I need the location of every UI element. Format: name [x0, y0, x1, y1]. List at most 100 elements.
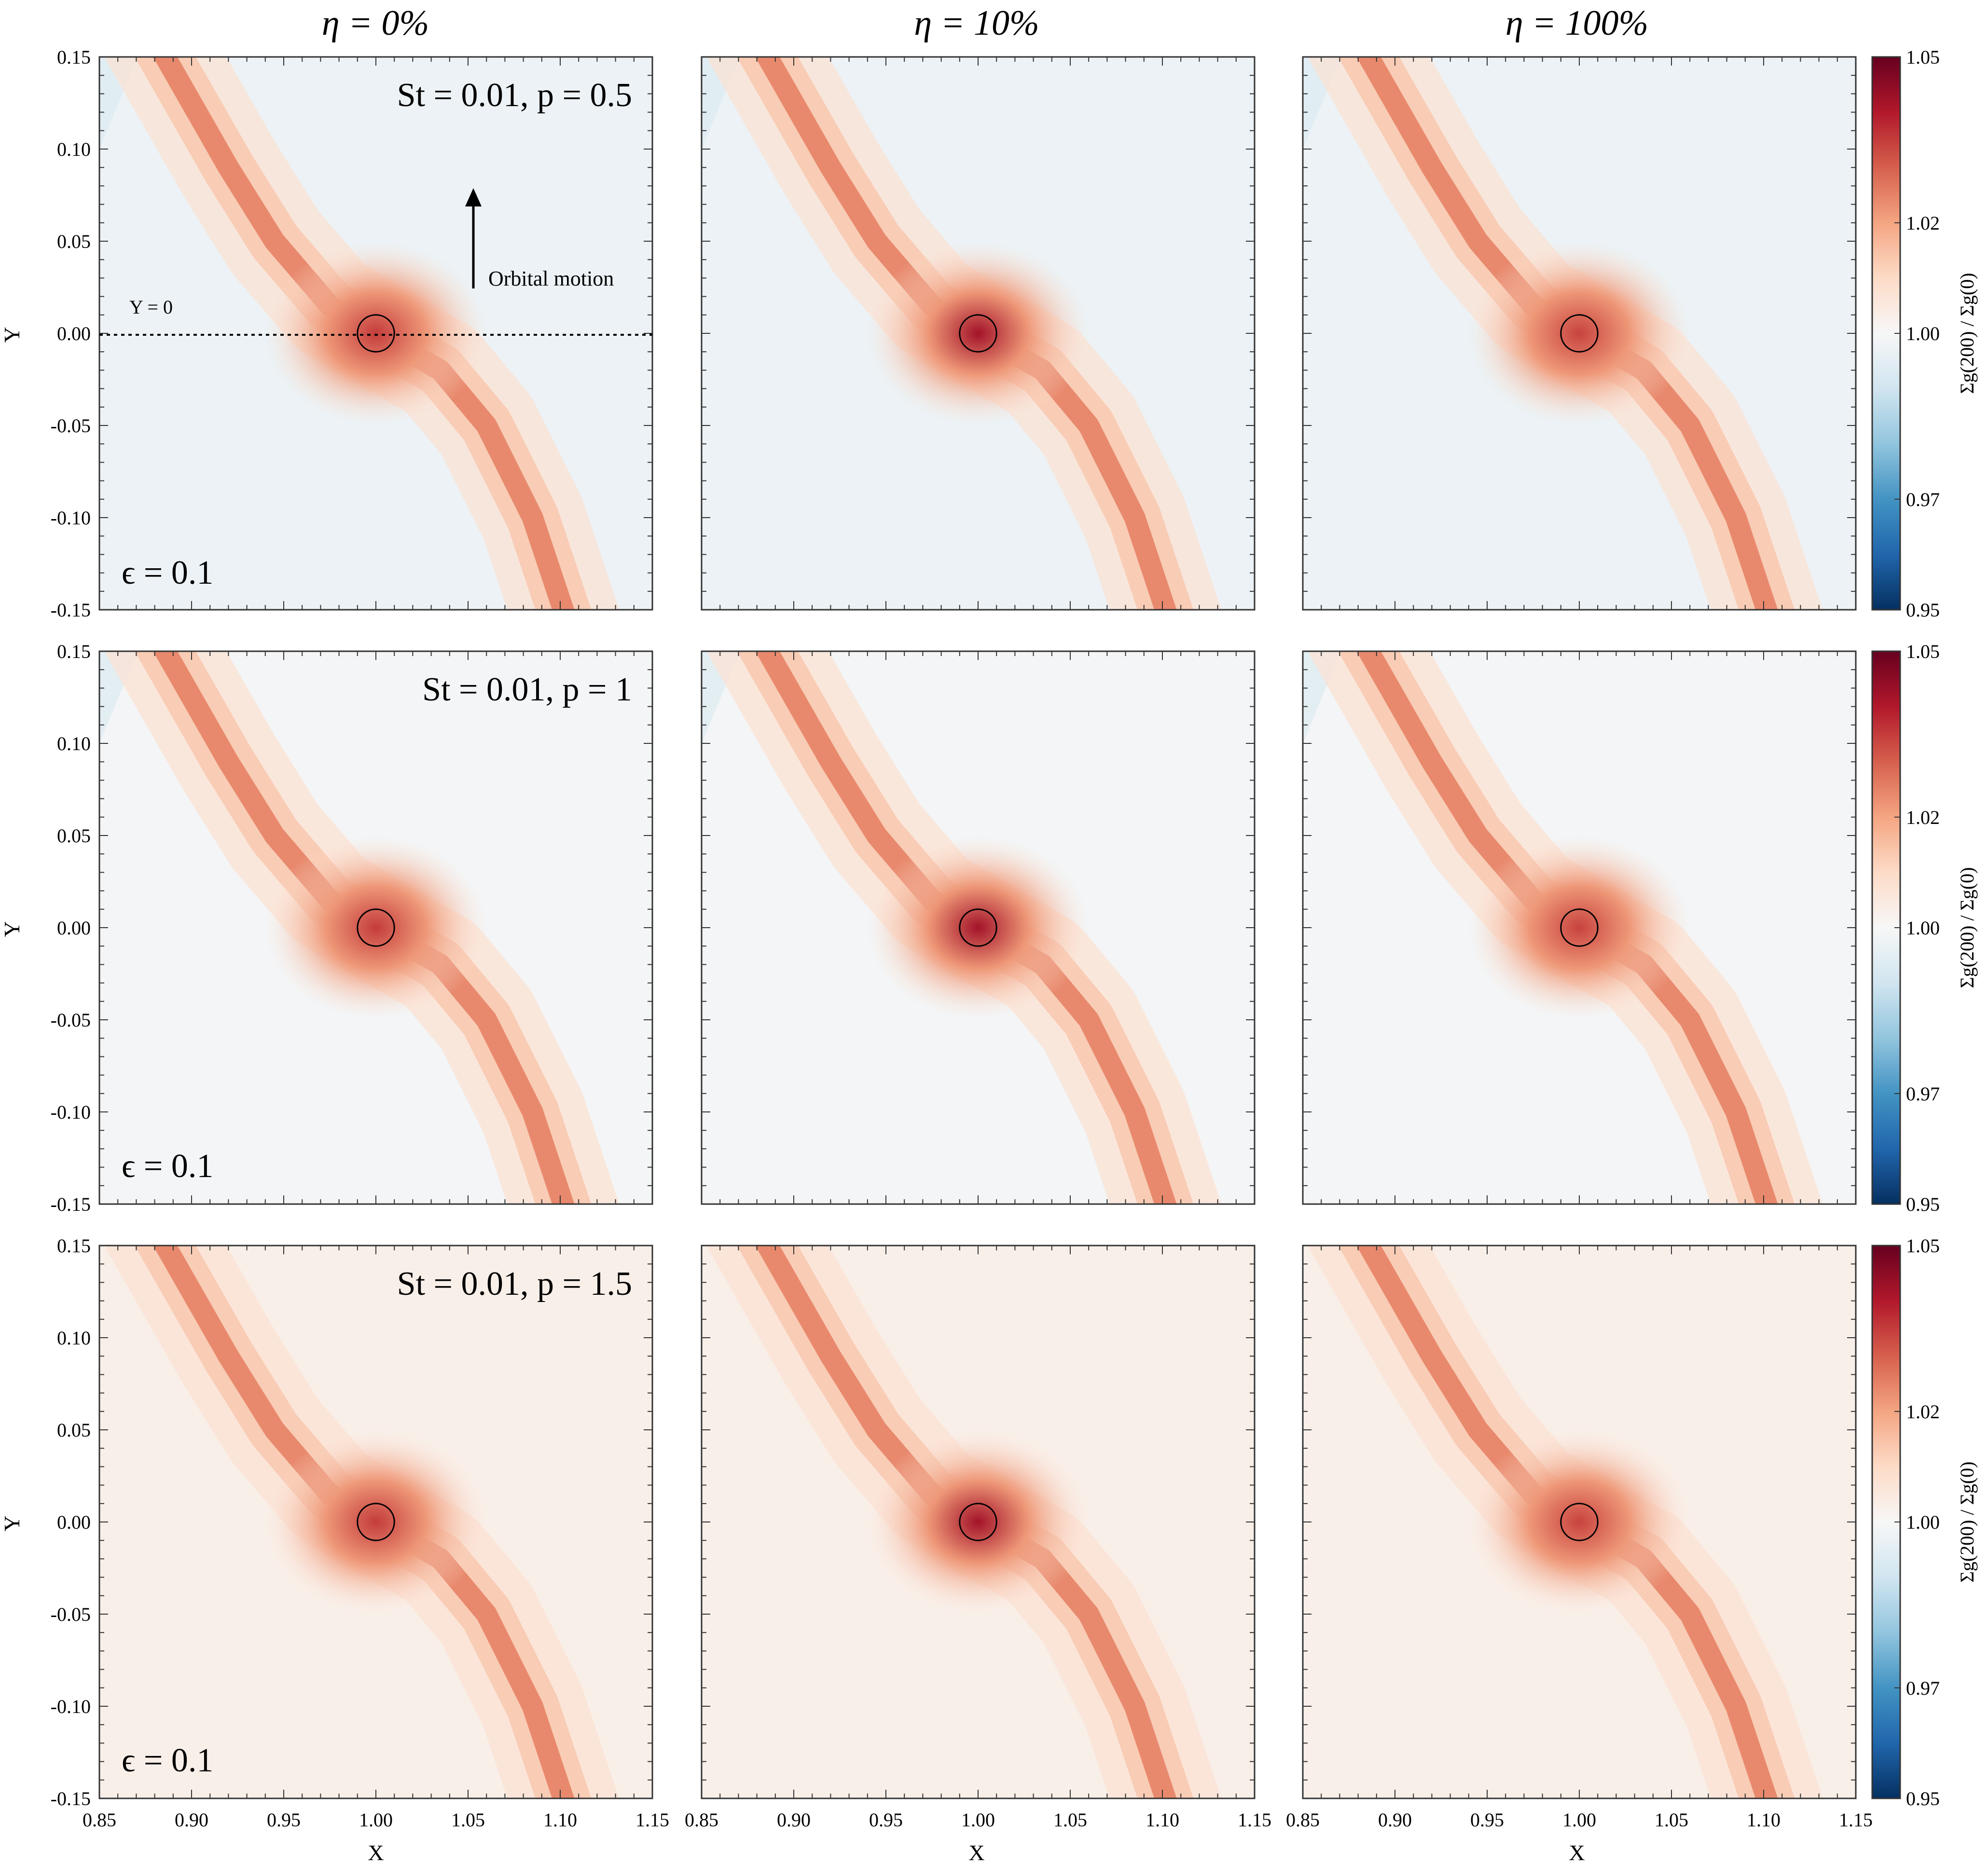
y-tick-label: 0.15 — [57, 46, 91, 68]
y-axis-label-1: Y — [0, 327, 24, 343]
colorbar-tick-label: 1.02 — [1906, 807, 1940, 828]
y-tick-label: 0.05 — [57, 1419, 91, 1441]
panel-ticks — [1302, 1245, 1856, 1799]
panel-ticks — [1302, 56, 1856, 610]
x-tick-label: 0.95 — [869, 1809, 903, 1831]
x-tick-label: 0.95 — [267, 1809, 301, 1831]
x-tick-label: 0.90 — [175, 1809, 208, 1831]
axes-group: 0.15 0.10 0.05 0.00 -0.05 -0.10 -0.15 0.15 0.10 0… — [51, 46, 1873, 1831]
colorbar-tick-label: 1.05 — [1906, 46, 1940, 68]
colorbar-label: Σg(200) / Σg(0) — [1956, 867, 1978, 988]
heatmap-panel — [1303, 57, 1856, 610]
row-label-1: St = 0.01, p = 0.5 — [397, 77, 632, 114]
colorbar-group: 1.05 1.02 1.00 0.97 0.95 Σg(200) / Σg(0) 1.05 1… — [1871, 46, 1978, 1809]
panel-ticks — [701, 1245, 1255, 1799]
y-tick-label: -0.05 — [51, 1604, 91, 1625]
planet-glow — [265, 836, 487, 1019]
planet-glow — [1468, 836, 1690, 1019]
x-tick-label: 0.85 — [1286, 1809, 1320, 1831]
x-tick-label: 0.95 — [1470, 1809, 1504, 1831]
row-label-2: St = 0.01, p = 1 — [422, 671, 632, 708]
planet-glow — [1468, 242, 1690, 425]
planet-marker — [1560, 1503, 1599, 1541]
planet-glow — [867, 1430, 1089, 1614]
planet-marker — [959, 314, 997, 353]
y-tick-label: 0.15 — [57, 1235, 91, 1257]
x-tick-label: 1.00 — [1562, 1809, 1596, 1831]
y-tick-label: 0.10 — [57, 733, 91, 754]
panel-ticks — [99, 1245, 653, 1799]
panel-ticks — [701, 651, 1255, 1205]
y-tick-label: -0.10 — [51, 507, 91, 529]
colorbar-label: Σg(200) / Σg(0) — [1956, 273, 1978, 394]
planet-marker — [357, 1503, 395, 1541]
heatmap-panel — [1303, 1246, 1856, 1798]
x-tick-label: 1.00 — [359, 1809, 393, 1831]
y-tick-label: 0.05 — [57, 231, 91, 252]
y-axis-label-3: Y — [0, 1515, 24, 1531]
epsilon-label-1: ϵ = 0.1 — [122, 554, 213, 591]
planet-marker — [357, 314, 395, 353]
x-tick-label: 1.05 — [1655, 1809, 1688, 1831]
column-title-1: η = 0% — [322, 3, 429, 43]
colorbar-tick-label: 1.02 — [1906, 1401, 1940, 1423]
y-tick-label: 0.00 — [57, 323, 91, 344]
colorbar-tick-label: 0.95 — [1906, 1788, 1940, 1809]
colorbar-tick-label: 1.02 — [1906, 212, 1940, 234]
panel-grid — [99, 57, 1856, 1798]
x-tick-label: 1.05 — [451, 1809, 485, 1831]
x-tick-label: 1.10 — [1146, 1809, 1179, 1831]
orbital-motion-arrow-head — [465, 188, 482, 206]
panel-ticks — [1302, 651, 1856, 1205]
column-title-2: η = 10% — [914, 3, 1039, 43]
planet-glow — [265, 1430, 487, 1614]
planet-glow — [867, 242, 1089, 425]
y-tick-label: 0.10 — [57, 138, 91, 160]
heatmap-panel — [99, 1246, 652, 1798]
heatmap-panel — [702, 57, 1255, 610]
colorbar-tick-label: 1.00 — [1906, 323, 1940, 344]
x-tick-label: 1.15 — [635, 1809, 669, 1831]
y-tick-label: 0.10 — [57, 1327, 91, 1349]
heatmap-panel — [702, 1246, 1255, 1798]
column-title-3: η = 100% — [1505, 3, 1648, 43]
x-tick-label: 0.90 — [1378, 1809, 1412, 1831]
colorbar-tick-label: 1.05 — [1906, 1235, 1940, 1257]
x-tick-label: 1.15 — [1839, 1809, 1873, 1831]
y-tick-label: -0.15 — [51, 1193, 91, 1215]
planet-marker — [1560, 908, 1599, 947]
x-tick-label: 1.10 — [1747, 1809, 1781, 1831]
x-axis-label-3: X — [1569, 1840, 1585, 1864]
colorbar-tick-label: 1.05 — [1906, 641, 1940, 662]
y-tick-label: 0.00 — [57, 1511, 91, 1533]
orbital-motion-label: Orbital motion — [488, 267, 614, 290]
planet-glow — [867, 836, 1089, 1019]
y-tick-label: -0.15 — [51, 1788, 91, 1809]
y-axis-label-2: Y — [0, 921, 24, 937]
x-tick-label: 1.10 — [543, 1809, 577, 1831]
x-tick-label: 0.85 — [83, 1809, 116, 1831]
planet-marker — [959, 1503, 997, 1541]
heatmap-panel — [99, 57, 652, 610]
x-tick-label: 0.90 — [777, 1809, 811, 1831]
x-tick-label: 1.00 — [961, 1809, 995, 1831]
epsilon-label-3: ϵ = 0.1 — [122, 1742, 213, 1779]
panel-ticks — [701, 56, 1255, 610]
y-tick-label: -0.10 — [51, 1696, 91, 1717]
y-tick-label: -0.05 — [51, 415, 91, 437]
y-tick-label: 0.05 — [57, 825, 91, 847]
y-tick-label: -0.10 — [51, 1101, 91, 1123]
y-tick-label: 0.15 — [57, 641, 91, 662]
heatmap-panel — [99, 651, 652, 1204]
heatmap-panel — [702, 651, 1255, 1204]
colorbar-tick-label: 1.00 — [1906, 1511, 1940, 1533]
planet-marker — [357, 908, 395, 947]
colorbar-tick-label: 0.95 — [1906, 1193, 1940, 1215]
x-tick-label: 1.05 — [1053, 1809, 1087, 1831]
x-tick-label: 0.85 — [685, 1809, 718, 1831]
planet-marker — [959, 908, 997, 947]
y-tick-label: -0.05 — [51, 1009, 91, 1031]
planet-glow — [265, 242, 487, 425]
x-axis-label-2: X — [968, 1840, 984, 1864]
heatmap-panel — [1303, 651, 1856, 1204]
